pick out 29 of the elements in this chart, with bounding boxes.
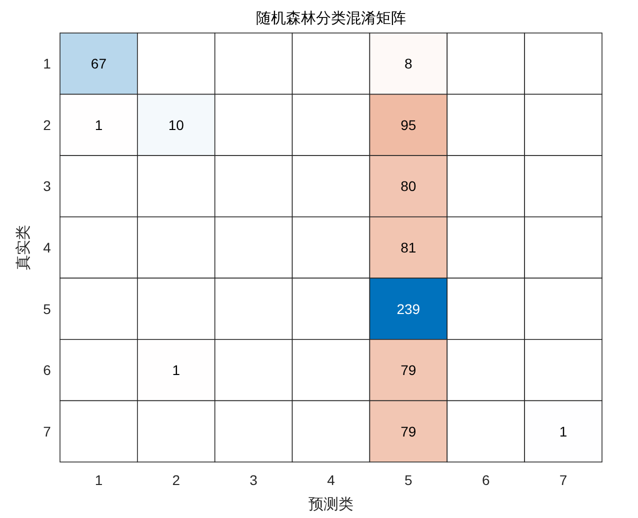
- x-tick-label: 5: [404, 472, 413, 488]
- data-label: 67: [90, 56, 107, 72]
- x-tick-label: 3: [250, 472, 258, 488]
- y-tick-label: 5: [43, 300, 52, 317]
- chart-title: 随机森林分类混淆矩阵: [256, 10, 406, 27]
- y-tick-label: 2: [43, 116, 52, 133]
- y-tick-label: 4: [43, 240, 52, 256]
- y-tick-label: 3: [43, 178, 52, 194]
- data-label: 80: [400, 178, 416, 194]
- data-label: 239: [396, 300, 420, 317]
- data-label: 79: [400, 423, 416, 440]
- x-tick-label: 2: [172, 472, 180, 488]
- y-axis-title: 真实类: [15, 225, 32, 270]
- data-label: 10: [168, 116, 184, 133]
- y-tick-label: 7: [43, 423, 52, 440]
- y-tick-label: 1: [43, 56, 52, 72]
- data-label: 1: [172, 362, 180, 378]
- data-label: 81: [400, 240, 416, 256]
- x-tick-label: 7: [559, 472, 568, 488]
- data-label: 95: [400, 116, 416, 133]
- y-tick-label: 6: [43, 362, 52, 378]
- data-label: 79: [400, 362, 416, 378]
- x-tick-label: 1: [94, 472, 103, 488]
- data-label: 1: [94, 116, 103, 133]
- data-label: 1: [559, 423, 568, 440]
- x-tick-label: 4: [327, 472, 336, 488]
- x-axis-title: 预测类: [308, 496, 354, 513]
- x-tick-label: 6: [482, 472, 490, 488]
- data-label: 8: [404, 56, 413, 72]
